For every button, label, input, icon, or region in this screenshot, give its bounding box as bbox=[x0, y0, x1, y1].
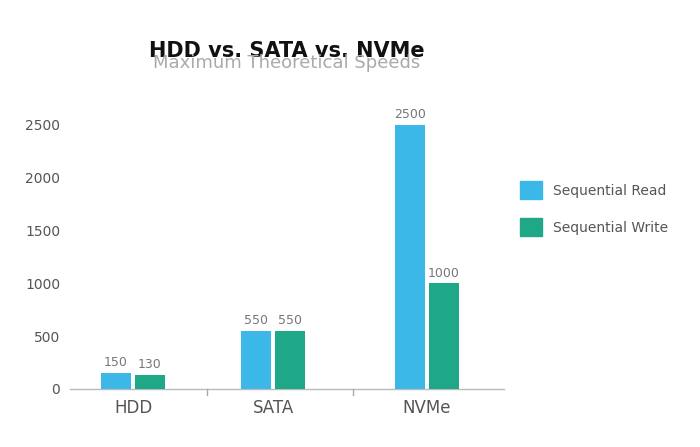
Bar bbox=[241, 331, 272, 389]
Legend: Sequential Read, Sequential Write: Sequential Read, Sequential Write bbox=[519, 181, 668, 236]
Text: HDD vs. SATA vs. NVMe: HDD vs. SATA vs. NVMe bbox=[149, 41, 425, 61]
Text: 550: 550 bbox=[278, 314, 302, 327]
Bar bbox=[134, 375, 165, 389]
Bar bbox=[395, 125, 426, 389]
Text: 130: 130 bbox=[138, 358, 162, 371]
Text: 550: 550 bbox=[244, 314, 268, 327]
Bar bbox=[274, 331, 305, 389]
Bar bbox=[101, 373, 132, 389]
Bar bbox=[428, 283, 459, 389]
Text: 2500: 2500 bbox=[394, 108, 426, 121]
Text: 1000: 1000 bbox=[428, 266, 460, 279]
Title: Maximum Theoretical Speeds: Maximum Theoretical Speeds bbox=[153, 54, 421, 72]
Text: 150: 150 bbox=[104, 356, 128, 369]
